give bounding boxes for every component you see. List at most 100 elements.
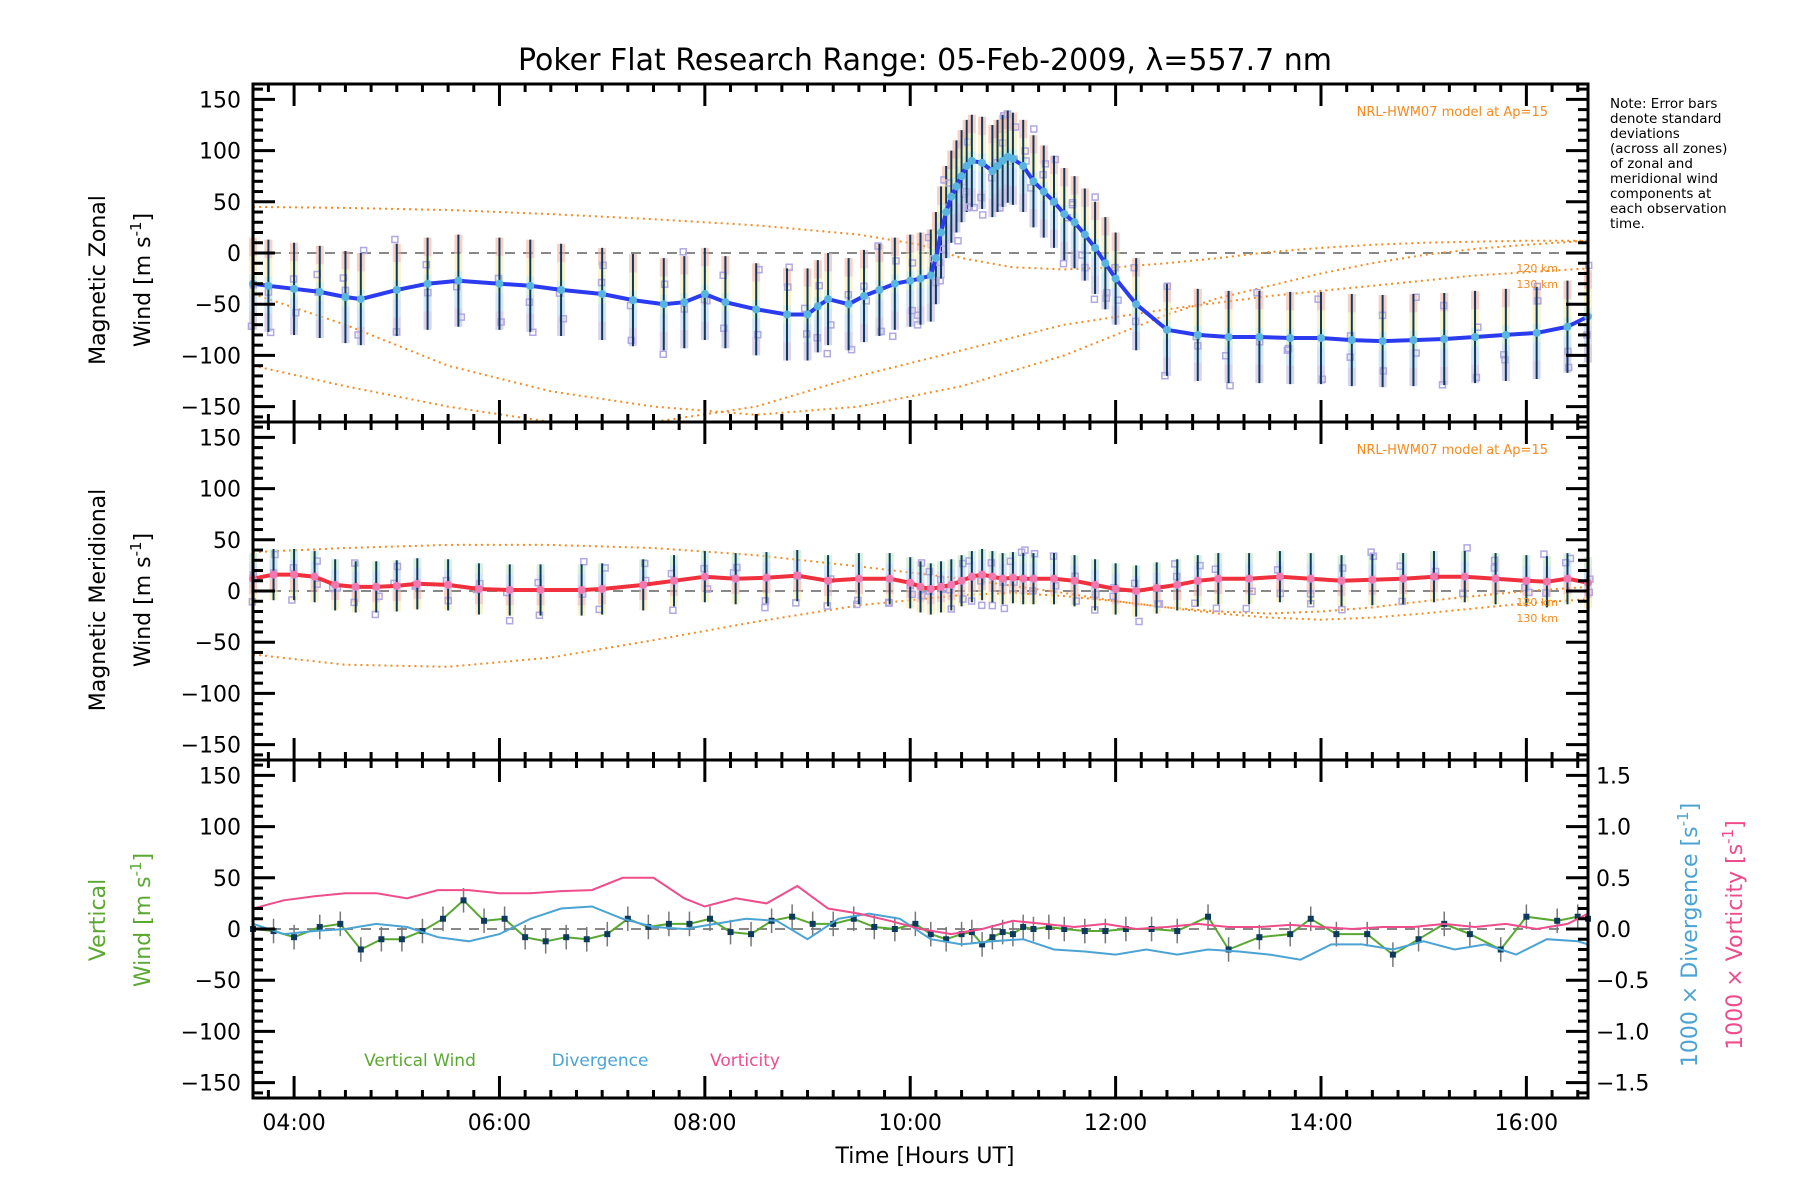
zone-sample-point bbox=[785, 263, 793, 271]
mean-wind-point bbox=[752, 305, 761, 314]
chart-title: Poker Flat Research Range: 05-Feb-2009, … bbox=[518, 43, 1332, 78]
y-tick-label: −100 bbox=[181, 682, 241, 707]
zone-sample-point bbox=[978, 601, 986, 610]
vertical-ylabel-line1: Vertical bbox=[86, 879, 111, 961]
altitude-label: 130 km bbox=[1516, 612, 1558, 625]
vertical-wind-point bbox=[999, 929, 1006, 936]
mean-wind-point bbox=[916, 582, 925, 591]
zone-sample-point bbox=[1338, 605, 1346, 614]
x-tick-label: 08:00 bbox=[673, 1111, 736, 1136]
vertical-wind-point bbox=[501, 915, 508, 922]
note-line: time. bbox=[1610, 216, 1645, 232]
mean-wind-point bbox=[731, 574, 740, 583]
meridional-ylabel-line1: Magnetic Meridional bbox=[86, 489, 111, 711]
model-label: NRL-HWM07 model at Ap=15 bbox=[1357, 105, 1548, 120]
zone-sample-point bbox=[954, 237, 962, 245]
zone-sample-point bbox=[1017, 548, 1026, 556]
vertical-wind-point bbox=[1030, 926, 1037, 932]
zone-sample-point bbox=[1226, 381, 1234, 390]
zone-sample-point bbox=[733, 563, 741, 572]
vertical-wind-point bbox=[989, 934, 996, 941]
y-tick-label: 0 bbox=[227, 242, 241, 267]
vertical-wind-point bbox=[522, 934, 529, 941]
mean-wind-point bbox=[978, 158, 987, 167]
zone-sample-point bbox=[1212, 604, 1221, 613]
vertical-ylabel-line2: Wind [m s-1] bbox=[127, 853, 156, 987]
mean-wind-point bbox=[1317, 334, 1325, 343]
mean-wind-point bbox=[998, 574, 1007, 583]
zone-sample-point bbox=[627, 336, 636, 345]
zone-sample-point bbox=[1051, 582, 1060, 590]
vertical-wind-point bbox=[542, 938, 549, 945]
zone-sample-point bbox=[1521, 583, 1529, 592]
zone-sample-point bbox=[988, 601, 997, 610]
mean-wind-point bbox=[495, 279, 504, 288]
mean-wind-point bbox=[1173, 580, 1182, 589]
mean-wind-point bbox=[557, 285, 566, 294]
zone-sample-point bbox=[936, 258, 944, 267]
vertical-wind-point bbox=[1287, 931, 1294, 938]
zone-sample-point bbox=[977, 193, 985, 202]
zone-sample-point bbox=[1130, 263, 1138, 272]
zone-sample-point bbox=[1130, 579, 1139, 588]
zone-sample-point bbox=[1438, 381, 1447, 389]
mean-wind-point bbox=[423, 279, 432, 288]
zone-sample-point bbox=[889, 332, 897, 341]
vertical-wind-point bbox=[624, 915, 631, 922]
mean-wind-point bbox=[1152, 583, 1161, 592]
y-tick-label: 50 bbox=[213, 867, 241, 892]
zone-sample-point bbox=[1398, 597, 1406, 606]
x-tick-label: 06:00 bbox=[468, 1111, 531, 1136]
mean-wind-point bbox=[1193, 576, 1202, 585]
mean-wind-point bbox=[1132, 300, 1141, 309]
y-tick-label: 0 bbox=[227, 580, 241, 605]
zone-sample-point bbox=[1041, 160, 1050, 168]
mean-wind-point bbox=[392, 581, 401, 590]
model-label: NRL-HWM07 model at Ap=15 bbox=[1357, 443, 1548, 458]
zone-sample-point bbox=[917, 559, 926, 567]
zone-sample-point bbox=[1534, 297, 1542, 305]
zone-sample-point bbox=[359, 246, 368, 255]
y-tick-label: 150 bbox=[199, 88, 241, 113]
zone-sample-point bbox=[1338, 564, 1347, 572]
mean-wind-point bbox=[906, 578, 915, 587]
mean-wind-point bbox=[1019, 574, 1028, 583]
mean-wind-point bbox=[803, 310, 812, 319]
zone-sample-point bbox=[1068, 198, 1077, 207]
zone-sample-point bbox=[1490, 564, 1499, 572]
y-tick-label: 100 bbox=[199, 816, 241, 841]
zone-sample-point bbox=[292, 308, 300, 317]
mean-wind-point bbox=[454, 276, 463, 285]
mean-wind-point bbox=[947, 580, 956, 589]
zone-sample-point bbox=[669, 606, 677, 615]
mean-wind-point bbox=[341, 293, 350, 302]
y-tick-label: −50 bbox=[195, 969, 241, 994]
y-tick-label: 50 bbox=[213, 191, 241, 216]
zone-sample-point bbox=[640, 559, 649, 568]
vertical-wind-point bbox=[291, 934, 298, 941]
vertical-wind-point bbox=[398, 936, 405, 943]
mean-wind-point bbox=[937, 228, 946, 237]
zone-sample-point bbox=[877, 327, 885, 336]
vertical-wind-point bbox=[1364, 931, 1371, 938]
zone-sample-point bbox=[1472, 373, 1481, 382]
mean-wind-point bbox=[957, 576, 966, 585]
zone-sample-point bbox=[978, 211, 987, 219]
mean-wind-point bbox=[1029, 177, 1038, 186]
vertical-wind-point bbox=[1174, 928, 1181, 935]
divergence-line bbox=[252, 905, 1589, 961]
mean-wind-point bbox=[844, 300, 853, 309]
meridional-ylabel-line2-group: Wind [m s-1] bbox=[127, 533, 156, 667]
vertical-wind-point bbox=[830, 920, 837, 927]
zone-sample-point bbox=[1059, 259, 1068, 268]
vertical-wind-point bbox=[1415, 936, 1422, 943]
y-tick-label: −50 bbox=[195, 293, 241, 318]
mean-wind-point bbox=[1245, 574, 1254, 583]
vertical-wind-point bbox=[1466, 931, 1473, 938]
mean-wind-point bbox=[290, 570, 299, 579]
zone-sample-point bbox=[792, 599, 800, 607]
mean-wind-point bbox=[860, 292, 869, 301]
mean-wind-point bbox=[526, 281, 535, 290]
altitude-label: 120 km bbox=[1516, 262, 1558, 275]
